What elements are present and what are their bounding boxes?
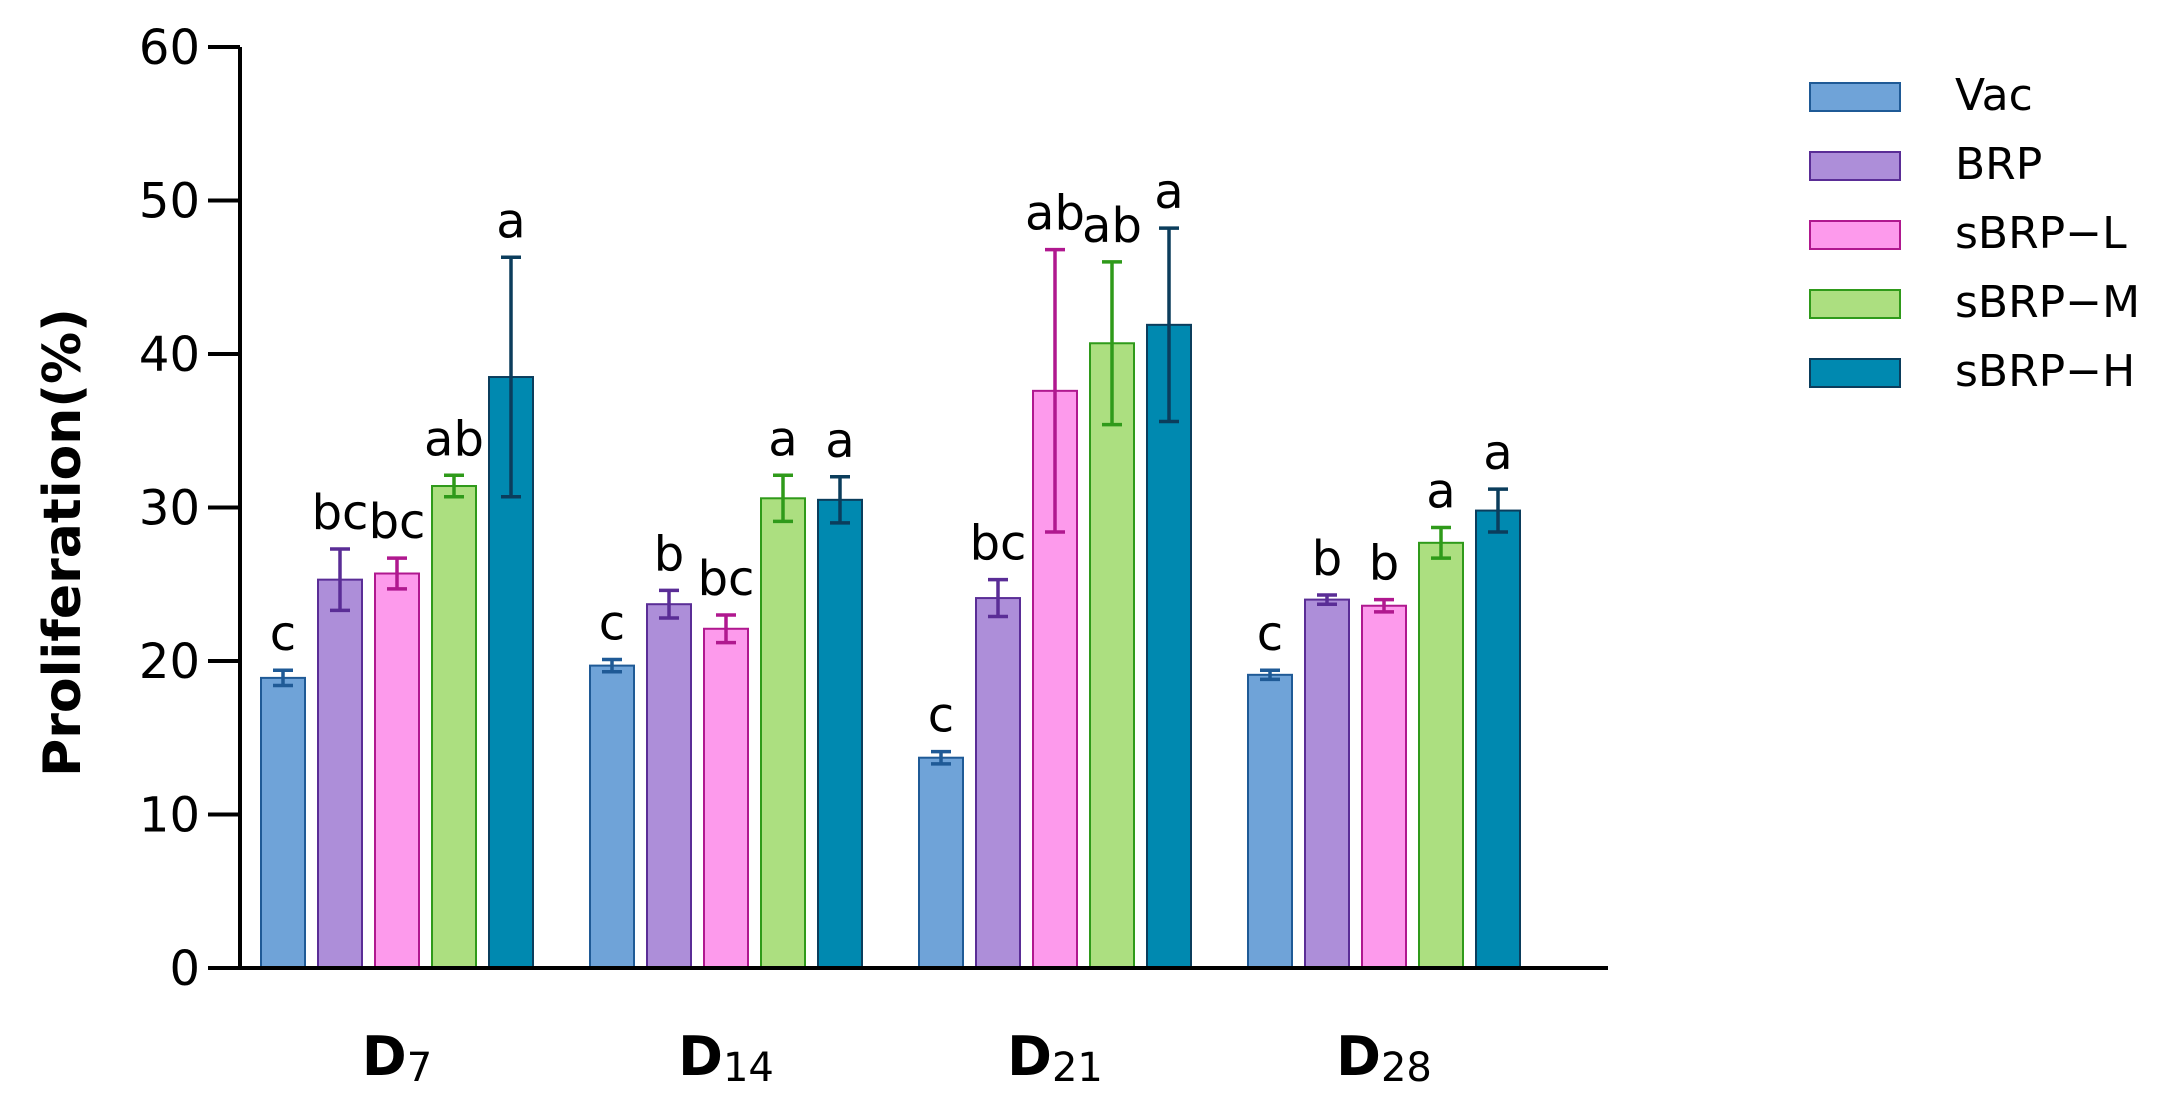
significance-label: a bbox=[1483, 425, 1512, 481]
legend-swatch bbox=[1809, 358, 1901, 388]
bar-sbrp-l-4 bbox=[1361, 604, 1407, 969]
bar-vac-4 bbox=[1247, 673, 1293, 969]
significance-label: bc bbox=[698, 551, 755, 607]
bar-sbrp-h-2 bbox=[817, 498, 863, 969]
significance-label: a bbox=[496, 193, 525, 249]
significance-label: b bbox=[654, 526, 684, 582]
bar-brp-2 bbox=[646, 603, 692, 970]
y-tick-label: 10 bbox=[139, 788, 200, 844]
significance-label: a bbox=[1426, 463, 1455, 519]
legend-swatch bbox=[1809, 220, 1901, 250]
x-category-label: D28 bbox=[1336, 1025, 1432, 1091]
legend-label: BRP bbox=[1955, 139, 2042, 190]
y-tick-label: 30 bbox=[139, 481, 200, 537]
significance-label: a bbox=[1154, 164, 1183, 220]
bar-vac-2 bbox=[589, 664, 635, 969]
bar-sbrp-m-4 bbox=[1418, 541, 1464, 969]
bars-layer bbox=[260, 226, 1521, 970]
significance-label: a bbox=[768, 411, 797, 467]
x-category-label: D21 bbox=[1007, 1025, 1103, 1091]
legend-label: sBRP−M bbox=[1955, 277, 2140, 328]
bar-brp-1 bbox=[317, 578, 363, 970]
significance-label: c bbox=[599, 595, 625, 651]
significance-label: bc bbox=[312, 485, 369, 541]
bar-sbrp-h-3 bbox=[1146, 323, 1192, 969]
significance-label: ab bbox=[1082, 198, 1142, 254]
bar-sbrp-m-1 bbox=[431, 485, 477, 969]
x-category-label: D14 bbox=[678, 1025, 774, 1091]
significance-label: b bbox=[1312, 531, 1342, 587]
significance-label: ab bbox=[1025, 186, 1085, 242]
y-tick-label: 40 bbox=[139, 327, 200, 383]
significance-label: c bbox=[1257, 606, 1283, 662]
x-category-label: D7 bbox=[362, 1025, 432, 1091]
y-tick-label: 0 bbox=[169, 941, 200, 997]
legend-swatch bbox=[1809, 151, 1901, 181]
legend-swatch bbox=[1809, 289, 1901, 319]
y-axis-title: Proliferation(%) bbox=[33, 308, 93, 777]
legend: Vac BRP sBRP−L sBRP−M sBRP−H bbox=[1809, 70, 2140, 397]
legend-label: sBRP−H bbox=[1955, 346, 2135, 397]
legend-label: sBRP−L bbox=[1955, 208, 2127, 259]
significance-label: bc bbox=[970, 516, 1027, 572]
bar-brp-3 bbox=[975, 597, 1021, 969]
bar-sbrp-h-4 bbox=[1475, 509, 1521, 969]
legend-label: Vac bbox=[1955, 70, 2033, 121]
y-tick-label: 50 bbox=[139, 174, 200, 230]
y-tick-label: 20 bbox=[139, 634, 200, 690]
significance-label: c bbox=[270, 606, 296, 662]
bar-sbrp-l-2 bbox=[703, 627, 749, 969]
bar-brp-4 bbox=[1304, 598, 1350, 969]
bar-sbrp-l-1 bbox=[374, 572, 420, 969]
significance-label: a bbox=[825, 413, 854, 469]
significance-label: c bbox=[928, 688, 954, 744]
bar-vac-3 bbox=[918, 756, 964, 970]
bar-sbrp-m-2 bbox=[760, 497, 806, 969]
significance-label: bc bbox=[369, 494, 426, 550]
bar-sbrp-m-3 bbox=[1089, 342, 1135, 969]
significance-label: b bbox=[1369, 536, 1399, 592]
significance-label: ab bbox=[424, 411, 484, 467]
y-tick-label: 60 bbox=[139, 20, 200, 76]
bar-vac-1 bbox=[260, 676, 306, 969]
legend-swatch bbox=[1809, 82, 1901, 112]
axes-layer bbox=[208, 45, 1608, 970]
